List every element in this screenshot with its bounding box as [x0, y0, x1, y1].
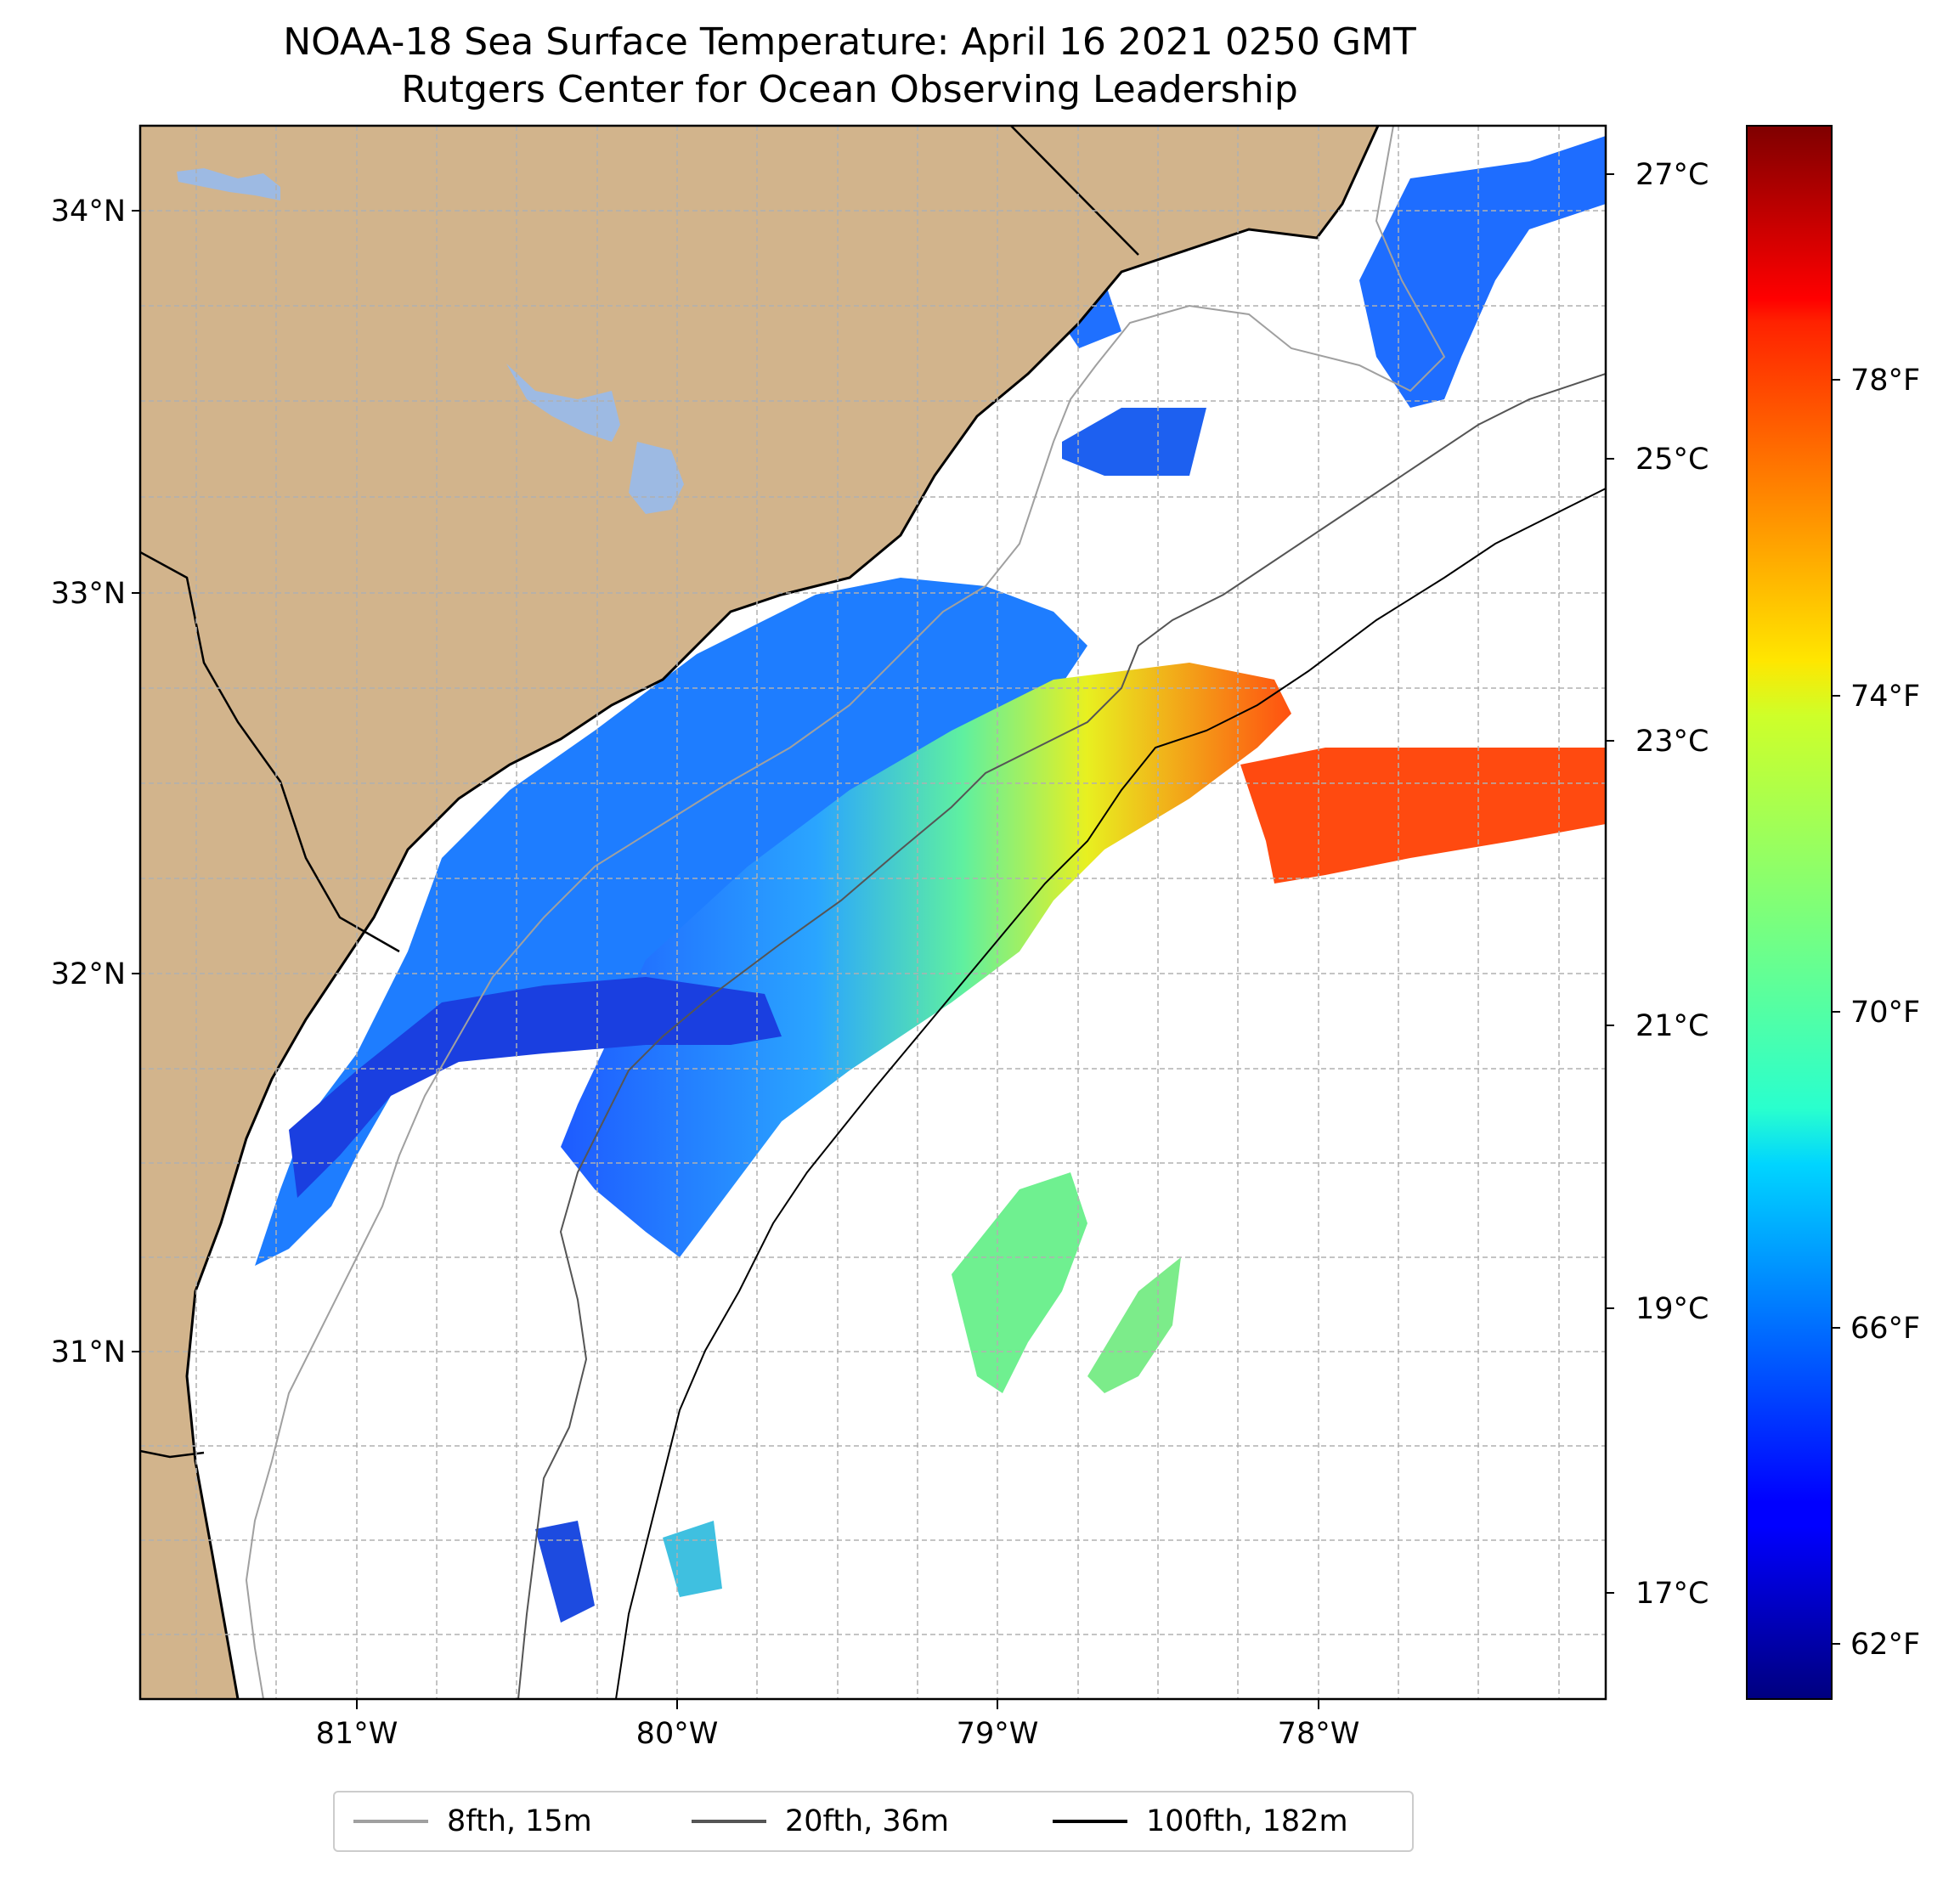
- celsius-label-21: 21°C: [1635, 1009, 1709, 1043]
- state-border-sc-ga: [140, 550, 400, 953]
- legend-line-100fth: [1053, 1820, 1127, 1823]
- colorbar-ticks: [1832, 379, 1840, 1645]
- sst-swath-warm-band: [561, 663, 1291, 1257]
- legend-line-8fth: [353, 1820, 428, 1823]
- map-frame: [138, 124, 1607, 1701]
- legend: 8fth, 15m 20fth, 36m 100fth, 182m: [333, 1791, 1414, 1852]
- celsius-label-25: 25°C: [1635, 443, 1709, 477]
- lon-label-78: 78°W: [1278, 1717, 1360, 1751]
- map-plot: [140, 126, 1606, 1699]
- legend-label-8fth: 8fth, 15m: [447, 1804, 592, 1838]
- lake-moultrie: [629, 442, 684, 514]
- axis-ticks: [132, 173, 1614, 1709]
- legend-item-8fth: 8fth, 15m: [353, 1792, 592, 1850]
- lon-label-79: 79°W: [957, 1717, 1039, 1751]
- fahrenheit-label-74: 74°F: [1850, 680, 1920, 714]
- lon-label-80: 80°W: [636, 1717, 719, 1751]
- fahrenheit-label-78: 78°F: [1850, 364, 1920, 398]
- legend-item-20fth: 20fth, 36m: [692, 1792, 949, 1850]
- fahrenheit-label-62: 62°F: [1850, 1628, 1920, 1662]
- sst-data-layer: [255, 136, 1606, 1623]
- celsius-label-23: 23°C: [1635, 725, 1709, 759]
- contour-20fth-36m: [517, 373, 1606, 1699]
- sst-swath-north-cold-2: [1062, 408, 1206, 476]
- sst-swath-gulfstream: [1240, 748, 1606, 884]
- sst-swath-deep-cold: [289, 977, 782, 1198]
- fahrenheit-label-66: 66°F: [1850, 1312, 1920, 1346]
- celsius-label-27: 27°C: [1635, 158, 1709, 192]
- contour-100fth-182m: [615, 488, 1606, 1699]
- state-border-nc-sc: [1010, 126, 1139, 256]
- lat-label-33: 33°N: [51, 577, 126, 611]
- gridlines: [140, 126, 1606, 1699]
- lat-label-32: 32°N: [51, 957, 126, 991]
- sst-swath-north-cold: [1359, 136, 1606, 408]
- lake-marion: [506, 364, 620, 442]
- sst-swath-south-bits-2: [535, 1521, 595, 1623]
- contour-8fth-15m: [245, 126, 1446, 1699]
- sst-swath-offshore-green: [952, 1172, 1087, 1393]
- celsius-label-19: 19°C: [1635, 1292, 1709, 1326]
- lat-label-34: 34°N: [51, 195, 126, 229]
- legend-label-100fth: 100fth, 182m: [1146, 1804, 1348, 1838]
- lat-label-31: 31°N: [51, 1335, 126, 1369]
- legend-line-20fth: [692, 1820, 766, 1823]
- legend-label-20fth: 20fth, 36m: [785, 1804, 950, 1838]
- land-mass: [140, 126, 1378, 1699]
- legend-item-100fth: 100fth, 182m: [1053, 1792, 1348, 1850]
- sst-swath-nearshore-cold: [255, 578, 1087, 1266]
- title-line-1: NOAA-18 Sea Surface Temperature: April 1…: [283, 20, 1416, 64]
- colorbar: [1746, 125, 1833, 1700]
- fahrenheit-label-70: 70°F: [1850, 996, 1920, 1030]
- celsius-label-17: 17°C: [1635, 1577, 1709, 1611]
- lon-label-81: 81°W: [316, 1717, 398, 1751]
- title-line-2: Rutgers Center for Ocean Observing Leade…: [401, 68, 1298, 111]
- lake-north: [177, 168, 280, 200]
- coastline: [185, 126, 1380, 1699]
- state-border-ga-fl: [140, 1449, 205, 1459]
